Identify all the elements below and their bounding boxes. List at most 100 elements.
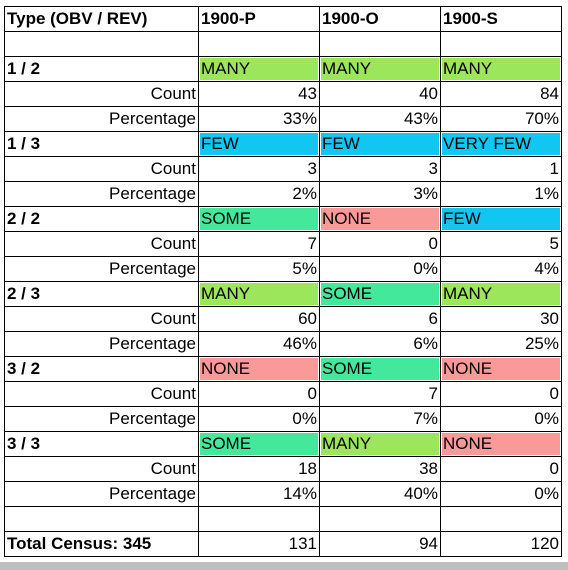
count-cell: 5 (440, 231, 562, 257)
header-cell: Type (OBV / REV) (4, 6, 199, 32)
count-cell: 43 (198, 81, 320, 107)
rating-cell: SOME (198, 431, 320, 457)
rating-label: SOME (200, 433, 318, 455)
table-row: Count 3 3 1 (4, 156, 562, 182)
row-label: Percentage (4, 256, 199, 282)
table-row: Count 0 7 0 (4, 381, 562, 407)
percentage-cell: 70% (440, 106, 562, 132)
table-row: 1 / 3 FEW FEW VERY FEW (4, 131, 562, 157)
table-row: Percentage 0% 7% 0% (4, 406, 562, 432)
percentage-cell: 14% (198, 481, 320, 507)
percentage-cell: 4% (440, 256, 562, 282)
empty-cell (4, 506, 199, 532)
rating-cell: NONE (319, 206, 441, 232)
empty-cell (319, 31, 441, 57)
rating-cell: MANY (198, 281, 320, 307)
header-cell: 1900-S (440, 6, 562, 32)
rating-label: FEW (442, 208, 560, 230)
rating-cell: SOME (319, 356, 441, 382)
empty-cell (4, 31, 199, 57)
percentage-cell: 0% (198, 406, 320, 432)
table-row: 1 / 2 MANY MANY MANY (4, 56, 562, 82)
table-row: Total Census: 345 131 94 120 (4, 531, 562, 557)
count-cell: 18 (198, 456, 320, 482)
row-label: Count (4, 231, 199, 257)
count-cell: 60 (198, 306, 320, 332)
empty-cell (440, 506, 562, 532)
rating-cell: SOME (198, 206, 320, 232)
rating-cell: NONE (440, 431, 562, 457)
group-label: 1 / 3 (4, 131, 199, 157)
group-label: 1 / 2 (4, 56, 199, 82)
percentage-cell: 0% (440, 406, 562, 432)
count-cell: 7 (319, 381, 441, 407)
empty-cell (319, 506, 441, 532)
row-label: Percentage (4, 406, 199, 432)
rating-label: NONE (200, 358, 318, 380)
group-label: 2 / 2 (4, 206, 199, 232)
table-row: Count 18 38 0 (4, 456, 562, 482)
rating-cell: FEW (198, 131, 320, 157)
rating-cell: MANY (319, 431, 441, 457)
percentage-cell: 46% (198, 331, 320, 357)
rating-label: MANY (321, 433, 439, 455)
percentage-cell: 43% (319, 106, 441, 132)
count-cell: 0 (319, 231, 441, 257)
table-row (4, 506, 562, 532)
count-cell: 38 (319, 456, 441, 482)
table-row: Percentage 5% 0% 4% (4, 256, 562, 282)
rating-cell: NONE (440, 356, 562, 382)
rating-label: NONE (442, 358, 560, 380)
group-label: 3 / 2 (4, 356, 199, 382)
header-cell: 1900-O (319, 6, 441, 32)
rating-label: MANY (200, 58, 318, 80)
rating-label: VERY FEW (442, 133, 560, 155)
row-label: Percentage (4, 331, 199, 357)
count-cell: 3 (319, 156, 441, 182)
rating-label: FEW (321, 133, 439, 155)
table-row: Percentage 33% 43% 70% (4, 106, 562, 132)
rating-label: MANY (200, 283, 318, 305)
count-cell: 0 (440, 456, 562, 482)
table-body: Type (OBV / REV) 1900-P 1900-O 1900-S 1 / 2… (4, 6, 562, 557)
percentage-cell: 0% (440, 481, 562, 507)
rating-cell: MANY (319, 56, 441, 82)
count-cell: 30 (440, 306, 562, 332)
rating-cell: MANY (440, 56, 562, 82)
row-label: Percentage (4, 106, 199, 132)
count-cell: 3 (198, 156, 320, 182)
rating-label: MANY (442, 58, 560, 80)
census-table: Type (OBV / REV) 1900-P 1900-O 1900-S 1 / 2… (4, 6, 562, 557)
table-row: Type (OBV / REV) 1900-P 1900-O 1900-S (4, 6, 562, 32)
row-label: Percentage (4, 481, 199, 507)
row-label: Count (4, 381, 199, 407)
count-cell: 1 (440, 156, 562, 182)
table-row: Percentage 14% 40% 0% (4, 481, 562, 507)
table-row: 3 / 2 NONE SOME NONE (4, 356, 562, 382)
table-row: 3 / 3 SOME MANY NONE (4, 431, 562, 457)
count-cell: 84 (440, 81, 562, 107)
row-label: Percentage (4, 181, 199, 207)
percentage-cell: 7% (319, 406, 441, 432)
table-row: 2 / 3 MANY SOME MANY (4, 281, 562, 307)
row-label: Count (4, 156, 199, 182)
table-row: Percentage 46% 6% 25% (4, 331, 562, 357)
row-label: Count (4, 456, 199, 482)
rating-cell: VERY FEW (440, 131, 562, 157)
row-label: Count (4, 306, 199, 332)
count-cell: 7 (198, 231, 320, 257)
table-row: Count 60 6 30 (4, 306, 562, 332)
rating-label: FEW (200, 133, 318, 155)
empty-cell (440, 31, 562, 57)
rating-label: NONE (321, 208, 439, 230)
bottom-strip (0, 562, 568, 570)
rating-cell: NONE (198, 356, 320, 382)
rating-cell: MANY (198, 56, 320, 82)
rating-cell: SOME (319, 281, 441, 307)
total-label: Total Census: 345 (4, 531, 199, 557)
empty-cell (198, 506, 320, 532)
table-row (4, 31, 562, 57)
empty-cell (198, 31, 320, 57)
percentage-cell: 3% (319, 181, 441, 207)
